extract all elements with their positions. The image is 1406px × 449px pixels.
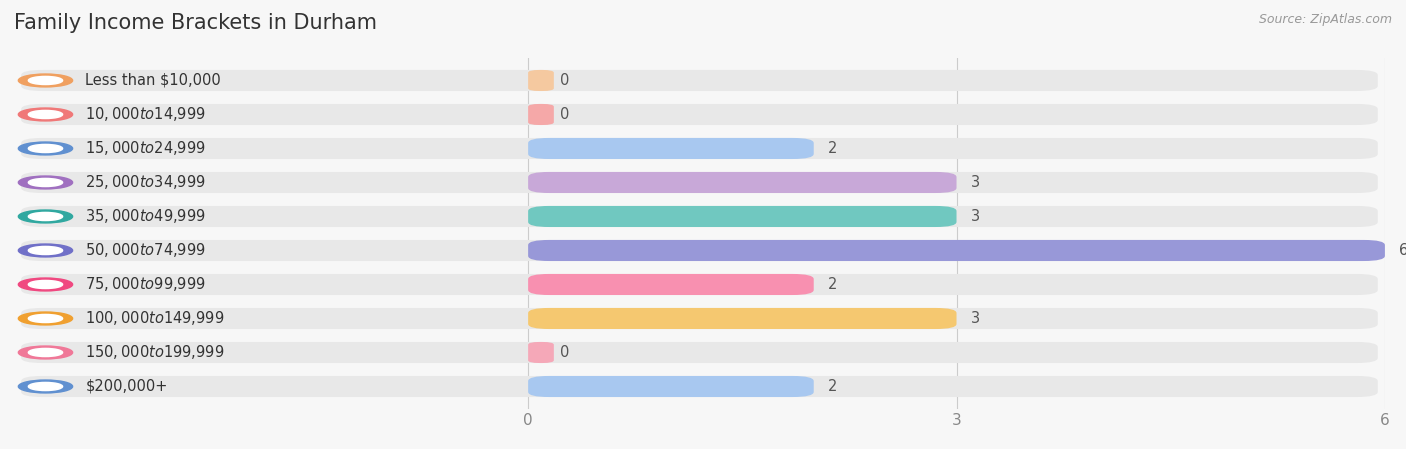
FancyBboxPatch shape [529, 274, 814, 295]
Circle shape [18, 74, 73, 87]
Text: 3: 3 [970, 175, 980, 190]
FancyBboxPatch shape [21, 206, 1378, 227]
Circle shape [18, 380, 73, 393]
FancyBboxPatch shape [21, 342, 1378, 363]
Text: 2: 2 [828, 379, 838, 394]
Text: 0: 0 [560, 107, 569, 122]
FancyBboxPatch shape [529, 342, 554, 363]
Circle shape [28, 178, 63, 186]
Text: $35,000 to $49,999: $35,000 to $49,999 [86, 207, 207, 225]
Text: $50,000 to $74,999: $50,000 to $74,999 [86, 242, 207, 260]
FancyBboxPatch shape [21, 274, 1378, 295]
Text: 3: 3 [970, 311, 980, 326]
Text: 0: 0 [560, 345, 569, 360]
Text: 2: 2 [828, 141, 838, 156]
Circle shape [28, 145, 63, 153]
FancyBboxPatch shape [529, 104, 554, 125]
Circle shape [18, 312, 73, 325]
Circle shape [28, 247, 63, 255]
FancyBboxPatch shape [21, 104, 1378, 125]
Text: $100,000 to $149,999: $100,000 to $149,999 [86, 309, 225, 327]
FancyBboxPatch shape [529, 70, 554, 91]
Text: 3: 3 [970, 209, 980, 224]
Circle shape [28, 348, 63, 357]
Text: Less than $10,000: Less than $10,000 [86, 73, 221, 88]
FancyBboxPatch shape [529, 308, 956, 329]
Circle shape [28, 76, 63, 84]
Circle shape [18, 210, 73, 223]
FancyBboxPatch shape [529, 376, 814, 397]
FancyBboxPatch shape [21, 308, 1378, 329]
FancyBboxPatch shape [529, 206, 956, 227]
Circle shape [28, 212, 63, 220]
Text: Family Income Brackets in Durham: Family Income Brackets in Durham [14, 13, 377, 34]
Text: $10,000 to $14,999: $10,000 to $14,999 [86, 106, 207, 123]
Circle shape [28, 314, 63, 322]
Text: Source: ZipAtlas.com: Source: ZipAtlas.com [1258, 13, 1392, 26]
Circle shape [28, 281, 63, 289]
Circle shape [18, 346, 73, 359]
Text: $200,000+: $200,000+ [86, 379, 167, 394]
Text: 0: 0 [560, 73, 569, 88]
Circle shape [18, 108, 73, 121]
FancyBboxPatch shape [21, 240, 1378, 261]
Text: $75,000 to $99,999: $75,000 to $99,999 [86, 276, 207, 294]
Text: $25,000 to $34,999: $25,000 to $34,999 [86, 173, 207, 191]
FancyBboxPatch shape [21, 138, 1378, 159]
Text: $15,000 to $24,999: $15,000 to $24,999 [86, 140, 207, 158]
Circle shape [18, 176, 73, 189]
FancyBboxPatch shape [21, 70, 1378, 91]
Text: $150,000 to $199,999: $150,000 to $199,999 [86, 343, 225, 361]
Text: 2: 2 [828, 277, 838, 292]
FancyBboxPatch shape [529, 240, 1385, 261]
FancyBboxPatch shape [21, 172, 1378, 193]
Circle shape [18, 278, 73, 291]
FancyBboxPatch shape [529, 138, 814, 159]
Circle shape [28, 110, 63, 119]
Circle shape [18, 142, 73, 155]
Text: 6: 6 [1399, 243, 1406, 258]
Circle shape [28, 383, 63, 391]
Circle shape [18, 244, 73, 257]
FancyBboxPatch shape [21, 376, 1378, 397]
FancyBboxPatch shape [529, 172, 956, 193]
